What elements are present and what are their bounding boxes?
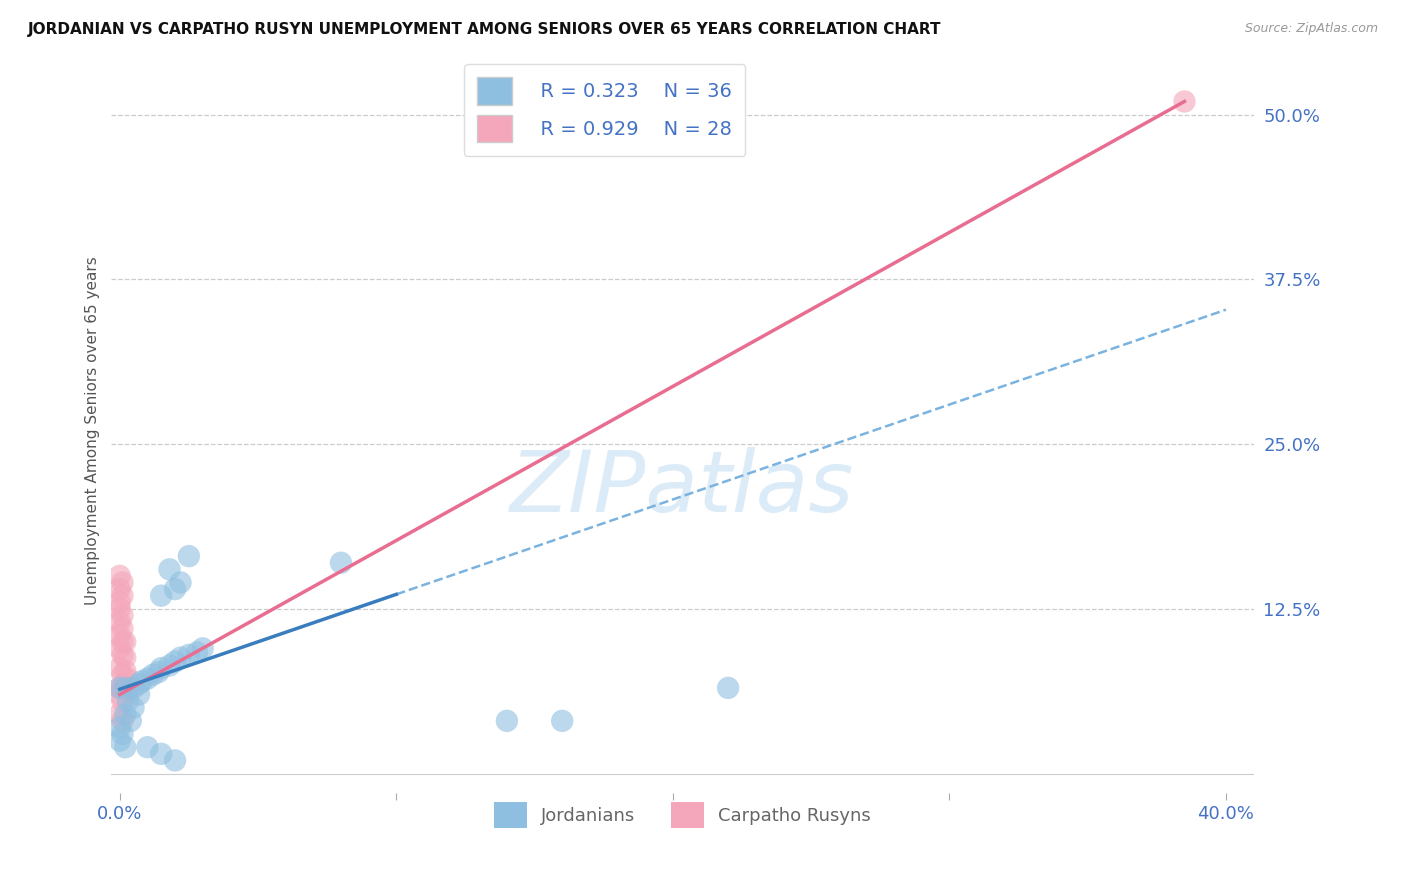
Point [117, 685, 139, 699]
Point [108, 582, 131, 596]
Point [136, 740, 159, 755]
Point [108, 628, 131, 642]
Text: ZIPatlas: ZIPatlas [510, 448, 855, 531]
Point [169, 650, 191, 665]
Point [114, 707, 136, 722]
Point [108, 721, 131, 735]
Text: Source: ZipAtlas.com: Source: ZipAtlas.com [1244, 22, 1378, 36]
Point [163, 582, 186, 596]
Y-axis label: Unemployment Among Seniors over 65 years: Unemployment Among Seniors over 65 years [86, 257, 100, 606]
Point [111, 622, 134, 636]
Point [131, 674, 153, 689]
Point [717, 681, 740, 695]
Point [1173, 95, 1195, 109]
Point [163, 655, 186, 669]
Point [122, 700, 145, 714]
Point [108, 681, 131, 695]
Point [117, 694, 139, 708]
Point [114, 650, 136, 665]
Point [496, 714, 519, 728]
Point [111, 681, 134, 695]
Point [111, 589, 134, 603]
Point [111, 608, 134, 623]
Point [111, 634, 134, 648]
Point [169, 575, 191, 590]
Point [159, 658, 181, 673]
Point [117, 672, 139, 686]
Point [186, 645, 208, 659]
Point [111, 648, 134, 662]
Point [120, 714, 142, 728]
Point [114, 664, 136, 678]
Point [108, 602, 131, 616]
Point [111, 694, 134, 708]
Point [111, 575, 134, 590]
Point [108, 615, 131, 629]
Point [191, 641, 214, 656]
Point [150, 747, 173, 761]
Point [114, 681, 136, 695]
Point [330, 556, 353, 570]
Point [111, 667, 134, 681]
Point [108, 661, 131, 675]
Point [177, 648, 200, 662]
Point [114, 740, 136, 755]
Point [177, 549, 200, 563]
Point [108, 569, 131, 583]
Point [122, 681, 145, 695]
Point [111, 714, 134, 728]
Point [128, 677, 150, 691]
Legend: Jordanians, Carpatho Rusyns: Jordanians, Carpatho Rusyns [486, 795, 879, 835]
Point [108, 688, 131, 702]
Point [108, 733, 131, 747]
Point [150, 661, 173, 675]
Point [159, 562, 181, 576]
Point [108, 641, 131, 656]
Point [150, 589, 173, 603]
Point [136, 672, 159, 686]
Point [108, 681, 131, 695]
Point [108, 707, 131, 722]
Point [551, 714, 574, 728]
Point [108, 595, 131, 609]
Text: JORDANIAN VS CARPATHO RUSYN UNEMPLOYMENT AMONG SENIORS OVER 65 YEARS CORRELATION: JORDANIAN VS CARPATHO RUSYN UNEMPLOYMENT… [28, 22, 942, 37]
Point [148, 665, 170, 679]
Point [128, 688, 150, 702]
Point [111, 727, 134, 741]
Point [163, 753, 186, 767]
Point [142, 667, 165, 681]
Point [114, 677, 136, 691]
Point [114, 634, 136, 648]
